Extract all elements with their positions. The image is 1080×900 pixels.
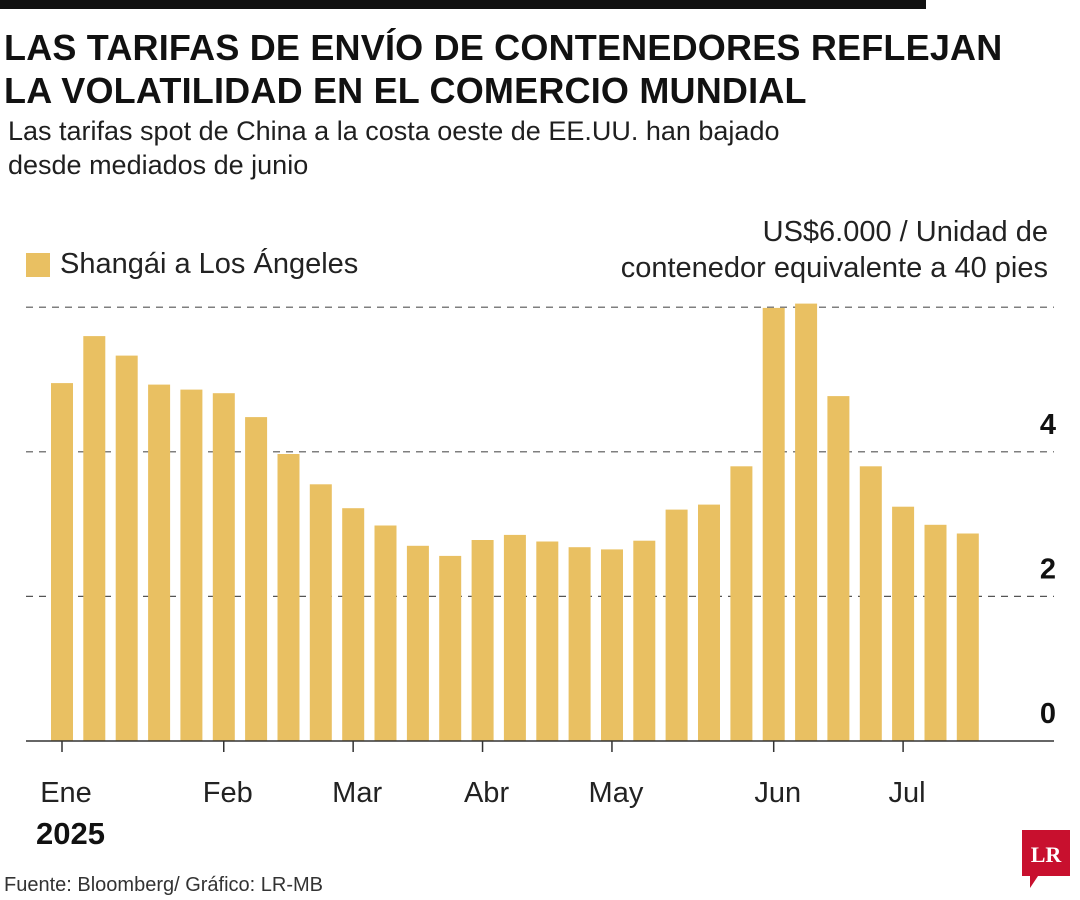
bar (180, 389, 203, 741)
lr-logo: LR (1022, 830, 1070, 888)
unit-label: US$6.000 / Unidad de contenedor equivale… (528, 214, 1048, 286)
bar (698, 504, 720, 741)
y-tick-label: 0 (1040, 698, 1056, 730)
bar (859, 466, 882, 741)
bar (633, 540, 656, 741)
unit-line-1: US$6.000 / Unidad de (762, 216, 1048, 248)
bar (665, 509, 688, 741)
lr-logo-text: LR (1031, 842, 1063, 867)
x-tick-label: Feb (203, 777, 253, 809)
legend-swatch (26, 252, 50, 277)
bar (827, 396, 850, 741)
bar (212, 393, 235, 741)
bar (51, 383, 73, 741)
source-note: Fuente: Bloomberg/ Gráfico: LR-MB (4, 874, 324, 896)
x-tick-label: Mar (332, 777, 382, 809)
title-line-2: LA VOLATILIDAD EN EL COMERCIO MUNDIAL (4, 70, 807, 111)
x-tick-label: Jul (889, 777, 926, 809)
bar (730, 466, 753, 741)
chart-subtitle: Las tarifas spot de China a la costa oes… (8, 114, 908, 182)
bar (471, 540, 494, 741)
bar (924, 524, 947, 741)
bar (148, 384, 171, 741)
x-tick-label: Jun (754, 777, 801, 809)
bar (309, 484, 332, 741)
chart-title: LAS TARIFAS DE ENVÍO DE CONTENEDORES REF… (4, 26, 1004, 112)
legend-label: Shangái a Los Ángeles (60, 248, 359, 280)
x-tick-label: Ene (40, 777, 92, 809)
unit-line-2: contenedor equivalente a 40 pies (620, 252, 1048, 284)
year-label: 2025 (36, 816, 105, 851)
bar (956, 533, 979, 741)
legend: Shangái a Los Ángeles (26, 248, 358, 281)
bar (342, 508, 365, 741)
bar (83, 336, 106, 741)
bar (536, 541, 559, 741)
bar (762, 307, 785, 741)
y-tick-label: 2 (1040, 553, 1056, 585)
y-tick-label: 4 (1040, 409, 1056, 441)
bar (115, 355, 138, 741)
bar (439, 555, 462, 741)
subtitle-line-1: Las tarifas spot de China a la costa oes… (8, 116, 780, 146)
lr-logo-badge (1022, 830, 1070, 888)
bar (503, 534, 526, 741)
bar (568, 547, 591, 741)
bar (245, 417, 268, 741)
bar (601, 549, 623, 741)
bar (406, 545, 429, 741)
bar (892, 506, 915, 741)
top-rule (0, 0, 926, 9)
title-line-1: LAS TARIFAS DE ENVÍO DE CONTENEDORES REF… (4, 27, 1003, 68)
subtitle-line-2: desde mediados de junio (8, 150, 309, 180)
x-tick-label: May (589, 777, 644, 809)
bar (374, 525, 397, 741)
bar (795, 303, 818, 741)
x-tick-label: Abr (464, 777, 509, 809)
bar (277, 454, 300, 741)
